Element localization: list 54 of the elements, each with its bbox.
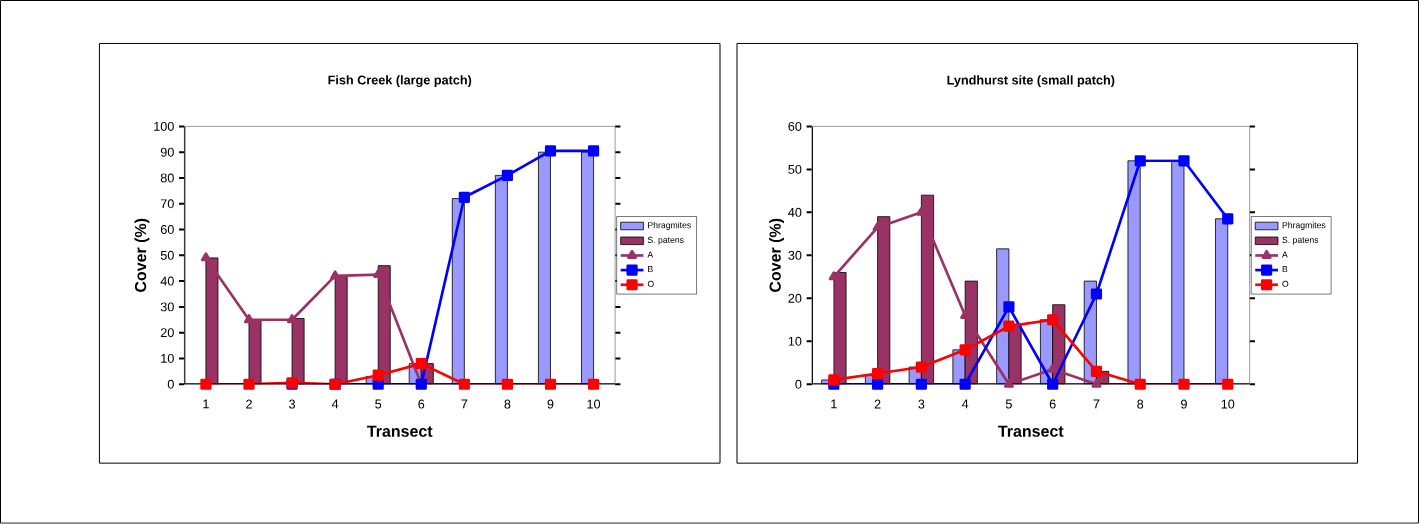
y-tick-label: 40 [160, 276, 174, 286]
x-tick-label: 6 [418, 399, 425, 409]
y-tick-label: 20 [788, 293, 802, 303]
y-tick-label: 70 [160, 199, 174, 209]
x-tick-label: 1 [831, 399, 837, 409]
x-tick-label: 10 [587, 399, 601, 409]
x-tick-label: 3 [918, 399, 925, 409]
legend-label: O [647, 280, 654, 288]
x-tick-label: 5 [1005, 399, 1012, 409]
chart-title: Lyndhurst site (small patch) [947, 75, 1115, 88]
y-tick-label: 30 [160, 302, 174, 312]
y-tick-label: 30 [788, 251, 802, 260]
chart-title: Fish Creek (large patch) [328, 75, 472, 88]
x-tick-label: 3 [289, 399, 296, 409]
legend-label: Phragmites [648, 222, 691, 231]
x-axis-title: Transect [998, 425, 1064, 438]
y-tick-label: 60 [788, 122, 802, 132]
x-tick-label: 2 [874, 399, 881, 409]
x-tick-label: 8 [1137, 399, 1144, 409]
x-tick-label: 8 [504, 399, 511, 409]
x-tick-label: 4 [961, 399, 969, 409]
y-tick-label: 0 [167, 379, 174, 389]
y-tick-label: 80 [160, 173, 174, 183]
y-tick-label: 50 [788, 165, 802, 175]
legend-label: O [1282, 280, 1289, 288]
x-tick-label: 2 [246, 399, 252, 409]
legend-label: S. patens [1282, 236, 1319, 245]
legend-label: A [647, 251, 654, 258]
legend-label: B [648, 266, 653, 273]
x-tick-label: 9 [1181, 399, 1187, 409]
y-axis-title: Cover (%) [134, 219, 150, 293]
legend-label: B [1282, 266, 1288, 273]
x-tick-label: 9 [547, 399, 554, 409]
x-tick-label: 10 [1221, 399, 1235, 409]
legend-label: A [1282, 251, 1288, 258]
y-axis-title: Cover (%) [769, 219, 785, 293]
y-tick-label: 40 [788, 208, 802, 218]
legend-label: Phragmites [1282, 222, 1326, 231]
y-tick-label: 50 [160, 251, 174, 260]
x-tick-label: 6 [1049, 399, 1056, 409]
y-tick-label: 10 [161, 354, 174, 364]
y-tick-label: 100 [154, 122, 174, 132]
legend-label: S. patens [647, 236, 684, 245]
y-tick-label: 90 [160, 147, 174, 157]
y-tick-label: 20 [160, 328, 174, 338]
x-tick-label: 1 [203, 399, 209, 409]
y-tick-label: 10 [788, 336, 802, 346]
x-tick-label: 4 [331, 399, 339, 409]
y-tick-label: 0 [795, 379, 802, 389]
x-tick-label: 7 [461, 399, 468, 409]
x-axis-title: Transect [367, 425, 433, 438]
x-tick-label: 7 [1093, 399, 1100, 409]
y-tick-label: 60 [160, 225, 174, 235]
x-tick-label: 5 [375, 399, 382, 409]
